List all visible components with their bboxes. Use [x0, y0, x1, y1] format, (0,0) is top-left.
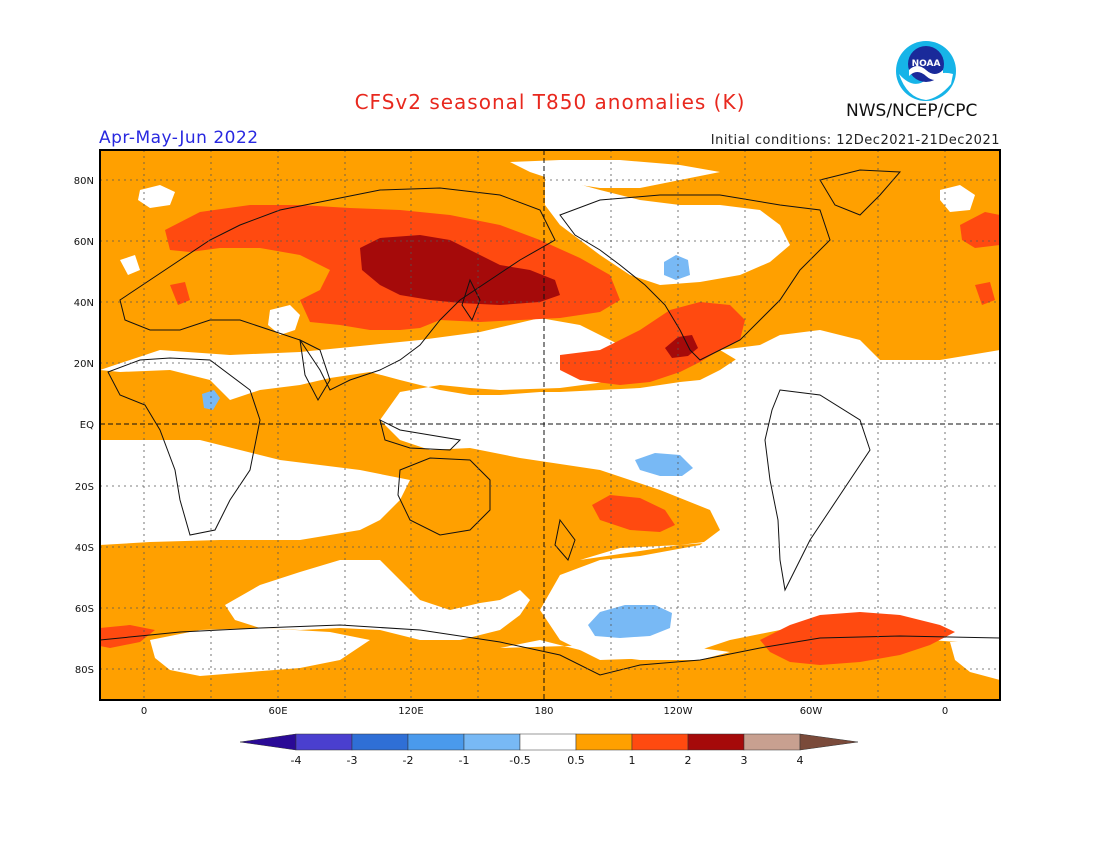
- colorbar-segment: [295, 733, 353, 751]
- coast-antarctica: [100, 624, 1000, 676]
- colorbar-label: 2: [685, 754, 692, 767]
- red-pacific-na: [560, 302, 745, 385]
- coast-indonesia: [379, 419, 462, 451]
- colorbar-label: -1: [459, 754, 470, 767]
- colorbar-label: -2: [403, 754, 414, 767]
- lat-label: 60S: [75, 604, 94, 615]
- white-caribbean: [720, 340, 820, 365]
- initial-conditions: Initial conditions: 12Dec2021-21Dec2021: [710, 133, 1000, 148]
- lon-label: 60W: [800, 706, 823, 717]
- colorbar-segment: [407, 733, 465, 751]
- forecast-period: Apr-May-Jun 2022: [99, 128, 259, 148]
- lat-label: 80S: [75, 665, 94, 676]
- coast-japan: [461, 278, 481, 322]
- coast-new-zealand: [554, 518, 576, 561]
- colorbar-segment: [519, 733, 577, 751]
- map-layers: [100, 150, 1000, 700]
- lat-label: EQ: [80, 420, 94, 431]
- white-siberia-blob: [138, 185, 175, 208]
- coast-africa: [107, 357, 261, 536]
- coast-north-america: [559, 194, 831, 361]
- red-west-edge: [100, 625, 155, 648]
- colorbar-segment: [575, 733, 633, 751]
- white-europe-blob: [120, 255, 140, 275]
- white-arctic-top: [510, 160, 720, 188]
- white-antarctic-center: [500, 640, 730, 660]
- colorbar-label: -3: [347, 754, 358, 767]
- white-north-pacific: [545, 175, 790, 285]
- lon-label: 120E: [398, 706, 423, 717]
- lat-label: 40S: [75, 543, 94, 554]
- colorbar-segment: [463, 733, 521, 751]
- colorbar-label: -4: [291, 754, 302, 767]
- darkred-usa: [665, 335, 698, 358]
- lat-label: 60N: [74, 237, 94, 248]
- lon-label: 180: [534, 706, 553, 717]
- lat-label: 20S: [75, 482, 94, 493]
- lon-labels: 0 60E 120E 180 120W 60W 0: [141, 706, 948, 717]
- colorbar-label: 1: [629, 754, 636, 767]
- white-south-mid: [580, 515, 1000, 560]
- lon-label: 60E: [268, 706, 287, 717]
- blue-pacific: [635, 453, 693, 476]
- lon-label: 0: [942, 706, 948, 717]
- colorbar-label: 4: [797, 754, 804, 767]
- lat-labels: 80N 60N 40N 20N EQ 20S 40S 60S 80S: [74, 176, 94, 676]
- blue-south-ocean: [588, 605, 672, 638]
- white-antarctic-west: [150, 628, 370, 676]
- white-greenland: [940, 185, 975, 212]
- colorbar-segment: [743, 733, 801, 751]
- colorbar: -4 -3 -2 -1 -0.5 0.5 1 2 3 4: [239, 733, 859, 767]
- lat-label: 40N: [74, 298, 94, 309]
- red-south-pacific: [592, 495, 675, 532]
- red-scandinavia-east: [960, 212, 1000, 248]
- red-italy: [170, 282, 190, 305]
- white-southern-ocean: [225, 560, 530, 640]
- white-antarctic-east: [950, 642, 1000, 680]
- colorbar-segment: [351, 733, 409, 751]
- blue-canada: [664, 255, 690, 280]
- coast-australia: [397, 457, 491, 536]
- colorbar-segment: [687, 733, 745, 751]
- noaa-logo-text: NOAA: [912, 59, 941, 69]
- map-title: CFSv2 seasonal T850 anomalies (K): [354, 90, 746, 114]
- graticule: [100, 150, 1000, 700]
- colorbar-segment: [239, 733, 297, 751]
- colorbar-label: -0.5: [509, 754, 530, 767]
- white-turkey: [268, 305, 300, 335]
- map-frame: [99, 149, 1001, 701]
- red-antarctic-peninsula: [760, 612, 955, 665]
- lon-label: 120W: [664, 706, 693, 717]
- colorbar-label: 0.5: [567, 754, 585, 767]
- agency-label: NWS/NCEP/CPC: [846, 101, 978, 121]
- blue-africa: [202, 390, 220, 410]
- coastlines: [100, 169, 1000, 676]
- red-italy-east: [975, 282, 995, 305]
- white-south-lowlat: [100, 440, 410, 545]
- colorbar-segment: [799, 733, 859, 751]
- noaa-logo: NOAA: [896, 41, 956, 101]
- lon-label: 0: [141, 706, 147, 717]
- coast-south-america: [764, 389, 871, 592]
- lat-label: 20N: [74, 359, 94, 370]
- coast-eurasia: [119, 187, 556, 391]
- coast-greenland: [819, 169, 902, 216]
- colorbar-segment: [631, 733, 689, 751]
- darkred-siberia: [360, 235, 560, 305]
- lat-label: 80N: [74, 176, 94, 187]
- colorbar-label: 3: [741, 754, 748, 767]
- coast-india: [299, 339, 331, 402]
